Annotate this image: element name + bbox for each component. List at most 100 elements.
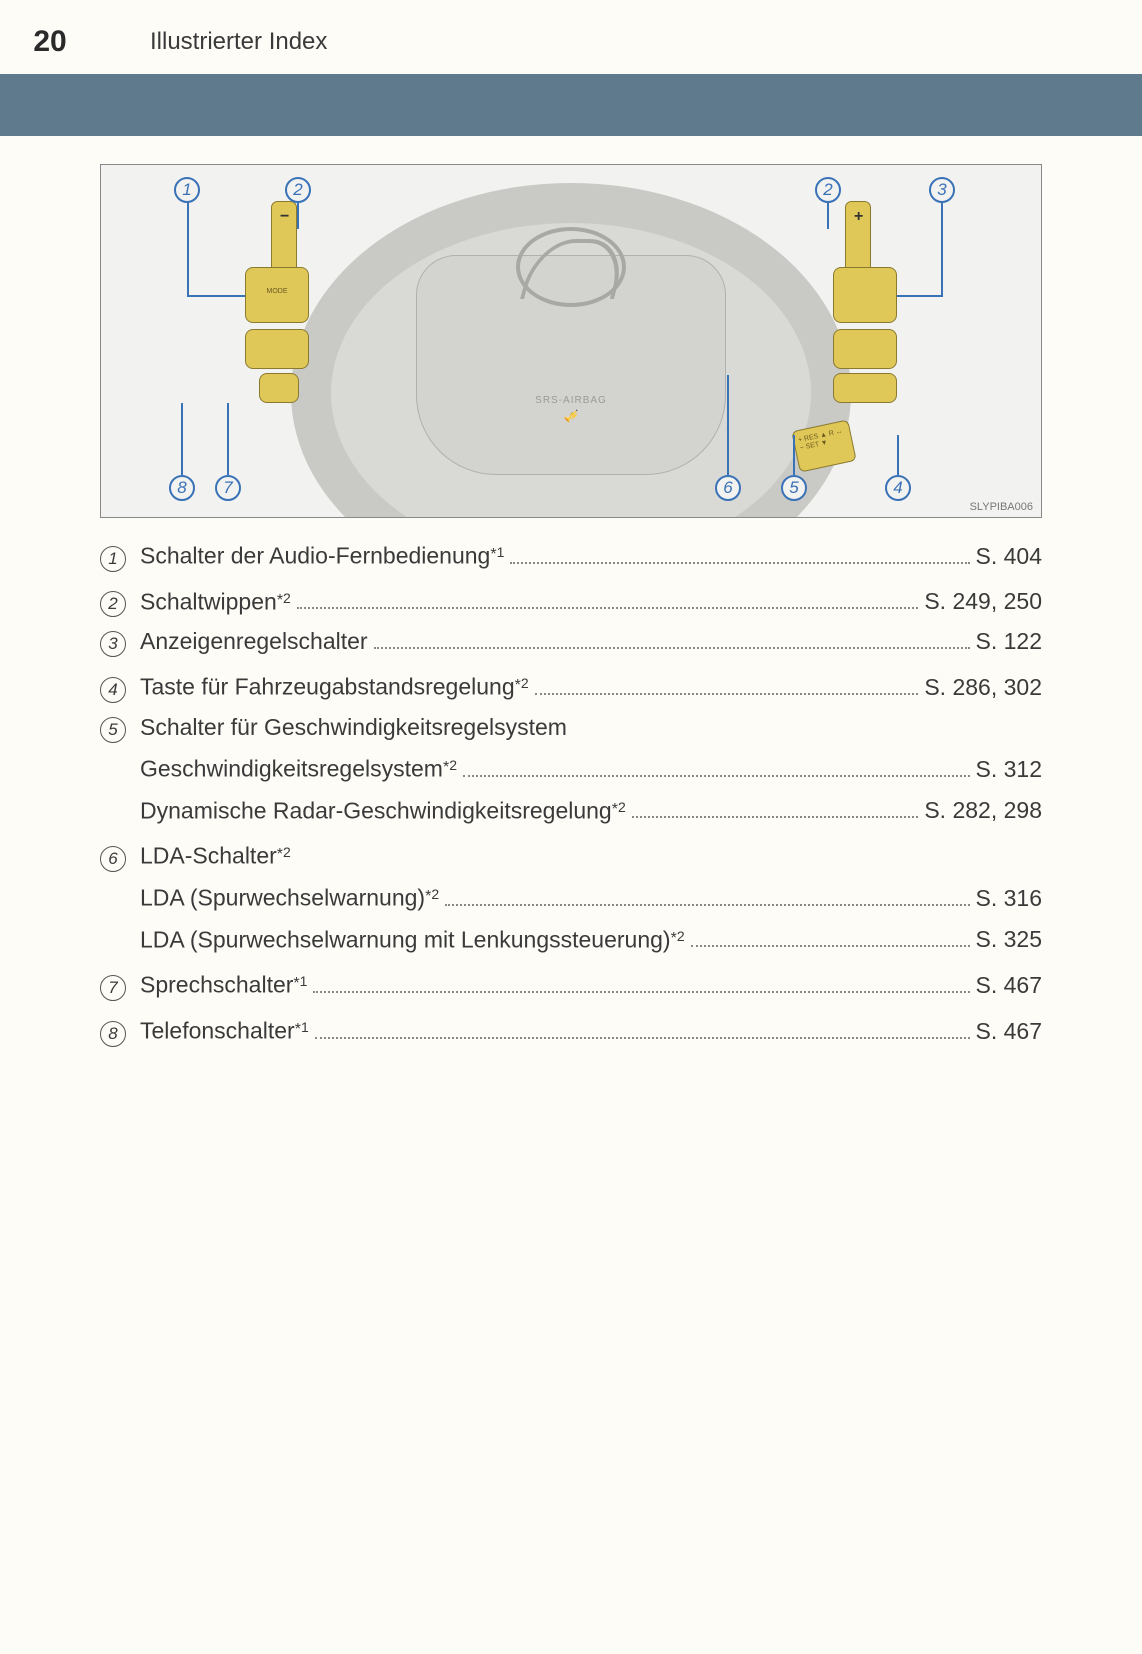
page-reference: S. 282, 298	[924, 792, 1042, 828]
lead-line	[187, 203, 189, 295]
item-body: Telefonschalter*1S. 467	[140, 1007, 1042, 1049]
index-item: 5 Schalter für Geschwindigkeitsregelsyste…	[100, 709, 1042, 828]
leader-dots	[313, 991, 969, 993]
page-reference: S. 312	[976, 751, 1043, 787]
callout-3: 3	[929, 177, 955, 203]
lexus-logo	[516, 227, 626, 307]
index-line: Geschwindigkeitsregelsystem*2 S. 312	[140, 745, 1042, 787]
item-number: 8	[100, 1021, 126, 1047]
lead-line	[897, 435, 899, 475]
index-line: Dynamische Radar-Geschwindigkeitsregelun…	[140, 787, 1042, 829]
index-line: Telefonschalter*1S. 467	[140, 1007, 1042, 1049]
leader-dots	[463, 775, 970, 777]
airbag-label: SRS-AIRBAG	[535, 395, 607, 406]
page-number: 20	[0, 25, 100, 59]
item-body: Anzeigenregelschalter S. 122	[140, 623, 1042, 659]
section-title: Illustrierter Index	[150, 28, 327, 56]
index-line: Sprechschalter*1 S. 467	[140, 961, 1042, 1003]
line-label: Sprechschalter*1	[140, 961, 307, 1003]
page-reference: S. 122	[976, 623, 1043, 659]
line-label: LDA (Spurwechselwarnung mit Lenkungssteu…	[140, 916, 685, 958]
line-label: Anzeigenregelschalter	[140, 623, 368, 659]
leader-dots	[297, 607, 919, 609]
leader-dots	[632, 816, 919, 818]
callout-2: 2	[285, 177, 311, 203]
item-body: Schalter der Audio-Fernbedienung*1 S. 404	[140, 532, 1042, 574]
leader-dots	[535, 693, 919, 695]
page-reference: S. 404	[976, 538, 1043, 574]
lead-line	[181, 403, 183, 475]
leader-dots	[691, 945, 970, 947]
callout-6: 6	[715, 475, 741, 501]
page-reference: S. 467	[976, 1013, 1043, 1049]
leader-dots	[445, 904, 969, 906]
line-label: Taste für Fahrzeugabstandsregelung*2	[140, 663, 529, 705]
index-item: 6 LDA-Schalter*2LDA (Spurwechselwarnung)*…	[100, 832, 1042, 957]
index-line: Anzeigenregelschalter S. 122	[140, 623, 1042, 659]
callout-4: 4	[885, 475, 911, 501]
index-item: 1 Schalter der Audio-Fernbedienung*1 S. 40…	[100, 532, 1042, 574]
index-item: 2 Schaltwippen*2 S. 249, 250	[100, 578, 1042, 620]
line-label: Schaltwippen*2	[140, 578, 291, 620]
line-label: Schalter der Audio-Fernbedienung*1	[140, 532, 504, 574]
callout-2: 2	[815, 177, 841, 203]
index-line: LDA (Spurwechselwarnung)*2 S. 316	[140, 874, 1042, 916]
item-number: 7	[100, 975, 126, 1001]
leader-dots	[374, 647, 970, 649]
item-heading: Schalter für Geschwindigkeitsregelsystem	[140, 709, 1042, 745]
index-item: 8 Telefonschalter*1S. 467	[100, 1007, 1042, 1049]
header-bar	[0, 74, 1142, 136]
callout-8: 8	[169, 475, 195, 501]
page-reference: S. 467	[976, 967, 1043, 1003]
item-body: Sprechschalter*1 S. 467	[140, 961, 1042, 1003]
page-reference: S. 286, 302	[924, 669, 1042, 705]
item-number: 1	[100, 546, 126, 572]
content-area: SRS-AIRBAG 🎺 MODE + RES ▲ R ↔ − SET ▼ 1 …	[0, 136, 1142, 1049]
item-heading: LDA-Schalter*2	[140, 832, 1042, 874]
page-reference: S. 249, 250	[924, 583, 1042, 619]
index-item: 7 Sprechschalter*1 S. 467	[100, 961, 1042, 1003]
lead-line	[827, 203, 829, 229]
page-reference: S. 316	[976, 880, 1043, 916]
meter-control-buttons	[833, 267, 897, 323]
index-item: 4 Taste für Fahrzeugabstandsregelung*2 S. …	[100, 663, 1042, 705]
index-line: LDA (Spurwechselwarnung mit Lenkungssteu…	[140, 916, 1042, 958]
lead-line	[297, 203, 299, 229]
lead-line	[187, 295, 245, 297]
item-number: 3	[100, 631, 126, 657]
line-label: Geschwindigkeitsregelsystem*2	[140, 745, 457, 787]
item-body: LDA-Schalter*2LDA (Spurwechselwarnung)*2…	[140, 832, 1042, 957]
callout-5: 5	[781, 475, 807, 501]
item-number: 4	[100, 677, 126, 703]
callout-7: 7	[215, 475, 241, 501]
lead-line	[897, 295, 943, 297]
phone-buttons	[245, 329, 309, 369]
horn-icon: 🎺	[564, 409, 579, 423]
line-label: Dynamische Radar-Geschwindigkeitsregelun…	[140, 787, 626, 829]
index-line: Schalter der Audio-Fernbedienung*1 S. 404	[140, 532, 1042, 574]
lead-line	[941, 203, 943, 295]
lead-line	[793, 435, 795, 475]
image-code: SLYPIBA006	[970, 501, 1033, 513]
index-item: 3 Anzeigenregelschalter S. 122	[100, 623, 1042, 659]
index-line: Schaltwippen*2 S. 249, 250	[140, 578, 1042, 620]
leader-dots	[510, 562, 969, 564]
trip-buttons	[833, 373, 897, 403]
audio-mode-buttons: MODE	[245, 267, 309, 323]
line-label: LDA (Spurwechselwarnung)*2	[140, 874, 439, 916]
lead-line	[727, 375, 729, 475]
lead-line	[227, 403, 229, 475]
item-number: 5	[100, 717, 126, 743]
page-reference: S. 325	[976, 921, 1043, 957]
item-body: Schalter für Geschwindigkeitsregelsystem…	[140, 709, 1042, 828]
voice-button	[259, 373, 299, 403]
item-number: 6	[100, 846, 126, 872]
steering-wheel-diagram: SRS-AIRBAG 🎺 MODE + RES ▲ R ↔ − SET ▼ 1 …	[100, 164, 1042, 518]
item-number: 2	[100, 591, 126, 617]
callout-1: 1	[174, 177, 200, 203]
lda-distance-buttons	[833, 329, 897, 369]
page-header: 20 Illustrierter Index	[0, 0, 1142, 74]
item-body: Taste für Fahrzeugabstandsregelung*2 S. 2…	[140, 663, 1042, 705]
item-body: Schaltwippen*2 S. 249, 250	[140, 578, 1042, 620]
index-line: Taste für Fahrzeugabstandsregelung*2 S. 2…	[140, 663, 1042, 705]
